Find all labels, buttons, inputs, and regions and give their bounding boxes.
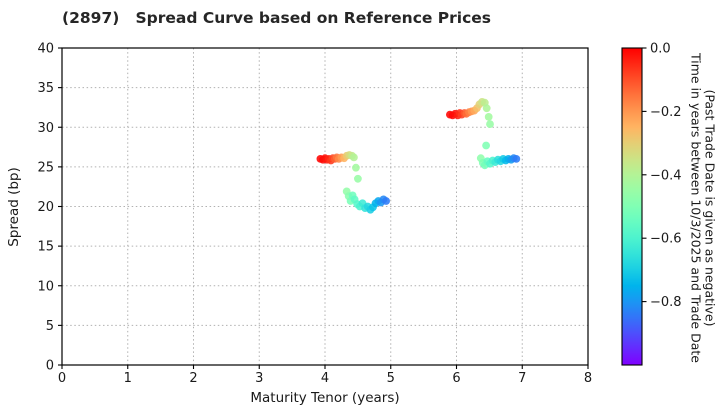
- scatter-point: [482, 104, 491, 113]
- colorbar-gradient: [621, 47, 643, 366]
- y-tick-label: 15: [37, 240, 54, 255]
- x-axis-label: Maturity Tenor (years): [250, 390, 400, 406]
- x-tick-label: 7: [518, 371, 526, 386]
- x-tick-label: 8: [584, 371, 592, 386]
- x-tick-label: 3: [255, 371, 263, 386]
- scatter-points: [316, 98, 521, 214]
- scatter-point: [482, 141, 490, 150]
- scatter-point: [512, 155, 521, 163]
- colorbar-tick-label: −0.8: [650, 295, 682, 310]
- colorbar-label-line1: Time in years between 10/3/2025 and Trad…: [688, 53, 704, 363]
- gridlines: [62, 48, 588, 365]
- y-tick-label: 30: [37, 121, 54, 136]
- scatter-point: [350, 153, 358, 162]
- colorbar-tick-label: −0.2: [650, 105, 682, 120]
- y-tick-label: 10: [37, 279, 54, 294]
- chart-title: (2897) Spread Curve based on Reference P…: [62, 9, 492, 27]
- x-tick-label: 0: [58, 371, 66, 386]
- colorbar-tick-label: −0.6: [650, 232, 682, 247]
- axis-ticks: [58, 47, 589, 369]
- tick-labels: 0 1 2 3 4 5 6 7 8 0 5 10 15 20 25 30 35 40: [37, 42, 592, 387]
- y-tick-label: 40: [37, 42, 54, 57]
- y-tick-label: 35: [37, 81, 54, 96]
- colorbar-tick-label: −0.4: [650, 168, 682, 183]
- y-tick-label: 20: [37, 200, 54, 215]
- y-tick-label: 5: [46, 319, 54, 334]
- x-tick-label: 6: [452, 371, 460, 386]
- x-tick-label: 2: [189, 371, 197, 386]
- scatter-point: [484, 113, 493, 121]
- x-tick-label: 5: [387, 371, 395, 386]
- colorbar-label-line2: (Past Trade Date is given as negative): [702, 89, 718, 327]
- y-axis-label: Spread (bp): [6, 167, 22, 247]
- x-tick-label: 4: [321, 371, 329, 386]
- x-tick-label: 1: [124, 371, 132, 386]
- y-tick-label: 25: [37, 160, 54, 175]
- colorbar-tick-label: 0.0: [650, 42, 671, 57]
- scatter-point: [352, 163, 360, 172]
- colorbar: 0.0 −0.2 −0.4 −0.6 −0.8: [621, 42, 682, 366]
- scatter-point: [354, 174, 362, 183]
- scatter-point: [486, 120, 494, 128]
- scatter-point: [382, 197, 390, 205]
- y-tick-label: 0: [46, 359, 54, 374]
